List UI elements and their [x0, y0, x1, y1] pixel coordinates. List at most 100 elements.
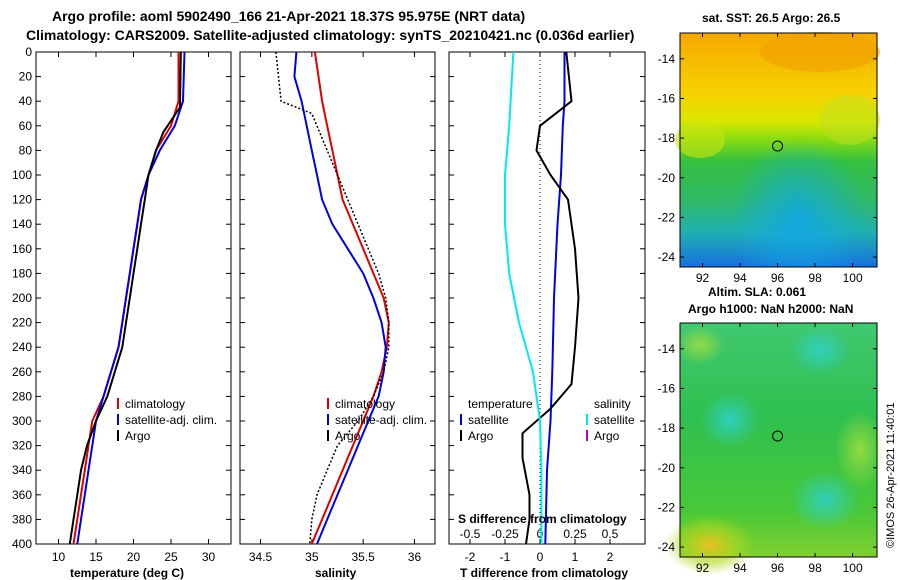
legend-label-s-argo: Argo [594, 429, 620, 443]
x-tick-label: 35 [305, 550, 319, 564]
salinity-panel: 34.5 35 35.5 36 salinity climatology satell… [239, 51, 436, 580]
sst-yellow-patch [820, 95, 880, 145]
sst-map-panel: sat. SST: 26.5 Argo: 26.5 -14 -16 -18 -20 -2… [658, 11, 880, 285]
lon-tick-label: 96 [771, 561, 785, 575]
series-line-satellite-adj-clim- [293, 51, 387, 545]
lon-tick-label: 94 [733, 561, 747, 575]
salinity-difference-axis: -0.5 -0.25 0 0.25 0.5 [460, 527, 619, 541]
sla-yellow-patch [665, 515, 755, 575]
temperature-legend: climatology satellite-adj. clim. Argo [117, 397, 217, 443]
credit-text: ©IMOS 26-Apr-2021 11:40:01 [885, 403, 897, 548]
lat-tick-label: -14 [658, 52, 676, 66]
sla-lon-axis: 92 94 96 98 100 [696, 323, 863, 575]
lon-tick-label: 100 [843, 271, 863, 285]
y-tick-label: 400 [12, 537, 32, 551]
sla-map-panel: Altim. SLA: 0.061 Argo h1000: NaN h2000:… [658, 285, 885, 575]
x-tick-label: 30 [202, 550, 216, 564]
sst-lat-axis: -14 -16 -18 -20 -22 -24 [658, 52, 877, 264]
s-tick-label: -0.5 [460, 527, 481, 541]
x-tick-label: 10 [52, 550, 66, 564]
series-line-argo [68, 51, 182, 545]
legend-title-temperature: temperature [468, 397, 533, 411]
y-tick-label: 0 [25, 45, 32, 59]
salinity-series [275, 51, 390, 545]
lon-tick-label: 94 [733, 271, 747, 285]
x-tick-label: 36 [408, 550, 422, 564]
difference-depth-ticks [449, 51, 645, 545]
legend-label-satellite: satellite-adj. clim. [335, 413, 427, 427]
x-tick-label: 25 [164, 550, 178, 564]
y-tick-label: 260 [12, 365, 32, 379]
legend-label-t-satellite: satellite [468, 413, 509, 427]
lon-tick-label: 92 [696, 561, 710, 575]
sst-yellow-patch-2 [675, 122, 725, 158]
title-line-2: Climatology: CARS2009. Satellite-adjuste… [26, 27, 634, 43]
legend-label-climatology: climatology [335, 397, 395, 411]
legend-label-argo: Argo [125, 429, 151, 443]
sla-map-title-1: Altim. SLA: 0.061 [708, 285, 806, 299]
x-tick-label: 34.5 [249, 550, 273, 564]
lat-tick-label: -14 [658, 342, 676, 356]
temperature-axes-frame [35, 51, 232, 545]
argo-location-marker [772, 140, 784, 152]
temperature-xlabel: temperature (deg C) [70, 566, 184, 580]
y-tick-label: 140 [12, 217, 32, 231]
sla-lime-patch-2 [675, 325, 725, 365]
y-tick-label: 40 [19, 94, 33, 108]
x-tick-label: 1 [572, 550, 579, 564]
y-tick-label: 320 [12, 439, 32, 453]
lon-tick-label: 96 [771, 271, 785, 285]
sla-lat-axis: -14 -16 -18 -20 -22 -24 [658, 342, 877, 554]
depth-axis: 0 20 40 60 80 100 120 140 160 180 200 220 240 260 280 3… [12, 45, 231, 551]
x-tick-label: 35.5 [351, 550, 375, 564]
title-line-1: Argo profile: aoml 5902490_166 21-Apr-20… [52, 8, 525, 24]
y-tick-label: 220 [12, 316, 32, 330]
salinity-xlabel: salinity [315, 566, 357, 580]
salinity-depth-ticks [240, 51, 435, 545]
sla-map-frame [679, 322, 878, 558]
y-tick-label: 100 [12, 168, 32, 182]
sla-cyan-patch [790, 325, 850, 375]
y-tick-label: 200 [12, 291, 32, 305]
lat-tick-label: -16 [658, 91, 676, 105]
sla-lime-patch [835, 410, 885, 490]
x-tick-label: 2 [607, 550, 614, 564]
s-difference-label: S difference from climatology [458, 512, 627, 526]
sst-map-title: sat. SST: 26.5 Argo: 26.5 [702, 11, 841, 25]
legend-label-argo: Argo [335, 429, 361, 443]
lat-tick-label: -16 [658, 381, 676, 395]
s-tick-label: 0.5 [602, 527, 619, 541]
series-line-s-satellite [504, 51, 543, 544]
temperature-x-axis: 10 15 20 25 30 [52, 52, 216, 564]
legend-title-salinity: salinity [594, 397, 631, 411]
salinity-legend: climatology satellite-adj. clim. Argo [327, 397, 427, 443]
t-difference-label: T difference from climatology [460, 566, 628, 580]
y-tick-label: 360 [12, 488, 32, 502]
y-tick-label: 340 [12, 463, 32, 477]
salinity-axes-frame [239, 51, 436, 545]
lat-tick-label: -22 [658, 210, 676, 224]
lat-tick-label: -20 [658, 461, 676, 475]
legend-label-s-satellite: satellite [594, 413, 635, 427]
lat-tick-label: -22 [658, 500, 676, 514]
y-tick-label: 20 [19, 70, 33, 84]
sla-cyan-patch-3 [790, 470, 860, 530]
lon-tick-label: 100 [843, 561, 863, 575]
x-tick-label: -1 [500, 550, 511, 564]
lat-tick-label: -18 [658, 421, 676, 435]
difference-panel: -2 -1 0 1 2 -0.5 -0.25 0 0.25 0.5 S difference f… [448, 51, 646, 580]
s-tick-label: 0 [537, 527, 544, 541]
sst-map-image [675, 32, 880, 267]
temperature-panel: 0 20 40 60 80 100 120 140 160 180 200 220 240 260 280 3… [12, 45, 232, 580]
y-tick-label: 120 [12, 193, 32, 207]
series-line-climatology [310, 51, 390, 545]
y-tick-label: 300 [12, 414, 32, 428]
s-tick-label: -0.25 [491, 527, 519, 541]
difference-legend: temperature satellite Argo salinity sate… [460, 397, 635, 443]
y-tick-label: 240 [12, 340, 32, 354]
y-tick-label: 160 [12, 242, 32, 256]
lat-tick-label: -24 [658, 250, 676, 264]
lat-tick-label: -24 [658, 540, 676, 554]
lon-tick-label: 92 [696, 271, 710, 285]
lat-tick-label: -20 [658, 171, 676, 185]
